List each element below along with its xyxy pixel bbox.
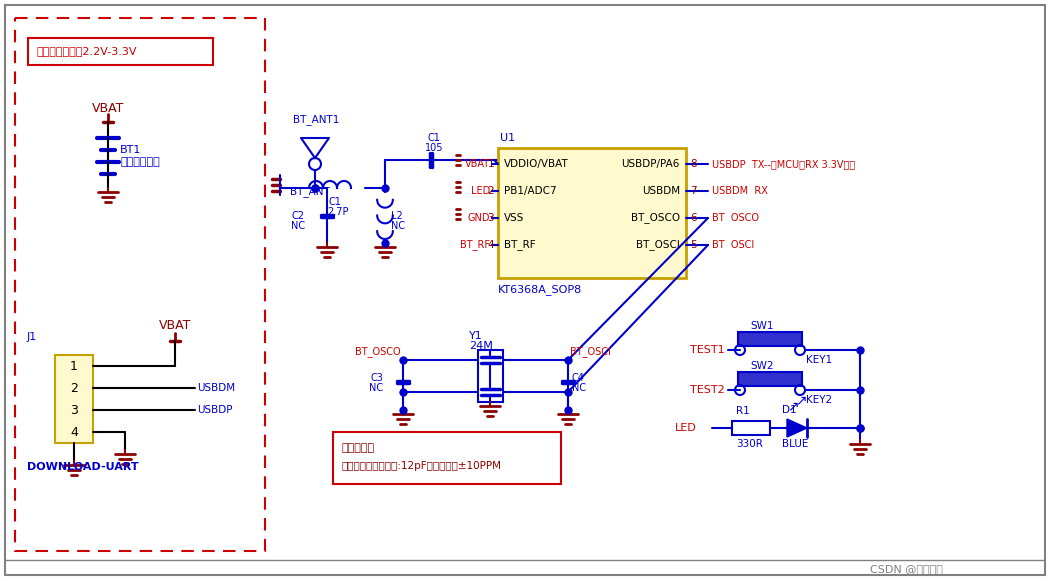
Text: BT_OSCO: BT_OSCO [355,346,401,357]
Text: GND: GND [468,213,490,223]
Text: USBDM: USBDM [197,383,235,393]
Text: USBDP/PA6: USBDP/PA6 [621,159,680,169]
Text: SW1: SW1 [750,321,774,331]
Text: VDDIO/VBAT: VDDIO/VBAT [504,159,569,169]
Text: VSS: VSS [504,213,524,223]
Text: ↗: ↗ [796,393,807,407]
Text: BT1: BT1 [120,145,142,155]
Bar [333,432,561,484]
Text: BLUE: BLUE [782,439,808,449]
Text: PB1/ADC7: PB1/ADC7 [504,186,557,196]
Text: 2: 2 [488,186,494,196]
Text: SW2: SW2 [750,361,774,371]
Bar [55,355,92,443]
Text: 6: 6 [691,213,697,223]
Text: Y1: Y1 [469,331,482,341]
Bar [738,332,802,346]
Text: 晶振选型：: 晶振选型： [342,443,375,453]
Text: 3: 3 [488,213,494,223]
Text: BT_RF: BT_RF [460,239,490,250]
Text: 3: 3 [70,403,78,417]
Text: TEST1: TEST1 [691,345,724,355]
Text: C1: C1 [428,133,440,143]
Text: 2.7P: 2.7P [327,207,349,217]
Bar [15,18,265,551]
Text: BT_RF: BT_RF [504,239,536,250]
Text: 1: 1 [488,159,494,169]
Text: 7: 7 [691,186,697,196]
Bar [28,38,213,65]
Text: USBDM  RX: USBDM RX [712,186,768,196]
Text: 2: 2 [70,382,78,394]
Text: C1: C1 [329,197,342,207]
Text: 5: 5 [691,240,697,250]
Text: VBAT: VBAT [159,318,191,332]
Text: BT_OSCI: BT_OSCI [570,346,611,357]
Text: ↗: ↗ [787,399,799,413]
Text: LED: LED [471,186,490,196]
Bar [478,350,503,402]
Text: NC: NC [291,221,305,231]
Text: TEST2: TEST2 [691,385,725,395]
Text: 4: 4 [488,240,494,250]
Text: C3: C3 [370,373,383,383]
Text: DOWNLOAD-UART: DOWNLOAD-UART [27,462,139,472]
Text: BT  OSCO: BT OSCO [712,213,759,223]
Polygon shape [787,419,807,437]
Text: C4: C4 [572,373,584,383]
Text: U1: U1 [500,133,515,143]
Text: 4: 4 [70,425,78,439]
Text: USBDM: USBDM [642,186,680,196]
Text: 单节纽扣电池: 单节纽扣电池 [120,157,160,167]
Text: USBDP: USBDP [197,405,232,415]
Text: R1: R1 [736,406,749,416]
Text: C2: C2 [292,211,305,221]
Text: KEY1: KEY1 [806,355,832,365]
Text: 要求：负载电容要求:12pF；频率偏差±10PPM: 要求：负载电容要求:12pF；频率偏差±10PPM [342,461,502,471]
Text: 1: 1 [70,360,78,372]
Text: 330R: 330R [736,439,763,449]
Bar [731,421,770,435]
Text: BT_ANT: BT_ANT [290,187,330,198]
Text: 8: 8 [691,159,697,169]
Text: NC: NC [369,383,383,393]
Bar [738,372,802,386]
Text: KT6368A_SOP8: KT6368A_SOP8 [498,285,582,296]
Text: D1: D1 [782,405,797,415]
Text: CSDN @清月电子: CSDN @清月电子 [870,564,943,574]
Text: L2: L2 [391,211,403,221]
Text: USBDP  TX--接MCU的RX 3.3V电平: USBDP TX--接MCU的RX 3.3V电平 [712,159,856,169]
Bar [498,148,686,278]
Text: VBAT: VBAT [91,102,124,114]
Text: J1: J1 [27,332,37,342]
Text: BT_OSCO: BT_OSCO [631,213,680,224]
Text: NC: NC [391,221,405,231]
Text: BT_OSCI: BT_OSCI [636,239,680,250]
Text: BT  OSCI: BT OSCI [712,240,755,250]
Text: LED: LED [675,423,697,433]
Text: 24M: 24M [469,341,493,351]
Text: 105: 105 [425,143,444,153]
Text: KEY2: KEY2 [806,395,832,405]
Text: 电源供电范围：2.2V-3.3V: 电源供电范围：2.2V-3.3V [36,46,137,56]
Text: VBAT: VBAT [465,159,490,169]
Text: BT_ANT1: BT_ANT1 [293,114,339,125]
Text: NC: NC [572,383,586,393]
